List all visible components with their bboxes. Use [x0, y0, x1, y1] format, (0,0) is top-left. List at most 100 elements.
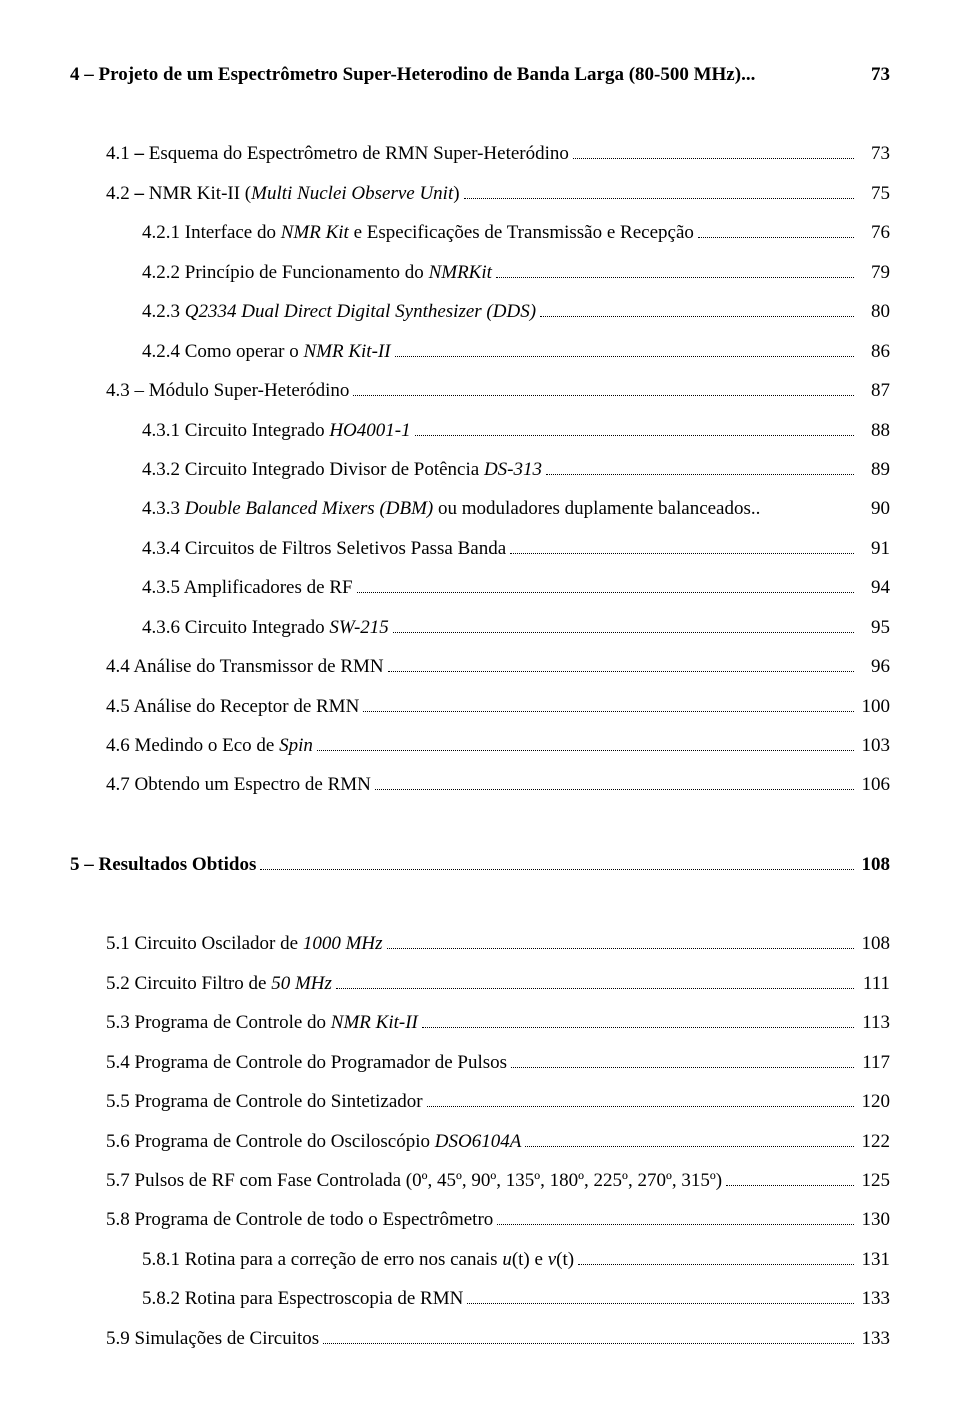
- toc-text-part: 4.3.5 Amplificadores de RF: [142, 577, 353, 598]
- toc-label: 4.3.6 Circuito Integrado SW-215: [142, 613, 389, 642]
- toc-page-number: 89: [858, 455, 890, 484]
- toc-label: 4.2.4 Como operar o NMR Kit-II: [142, 337, 391, 366]
- toc-page-number: 120: [858, 1087, 890, 1116]
- toc-text-part: e Especificações de Transmissão e Recepç…: [349, 222, 694, 243]
- toc-label: 5.8.2 Rotina para Espectroscopia de RMN: [142, 1284, 463, 1313]
- toc-text-part: 4.3 – Módulo Super-Heteródino: [106, 380, 349, 401]
- toc-page-number: 133: [858, 1284, 890, 1313]
- toc-text-part: –: [135, 183, 145, 204]
- toc-page-number: 79: [858, 258, 890, 287]
- toc-label: 4.5 Análise do Receptor de RMN: [106, 692, 359, 721]
- toc-dots: [427, 1089, 854, 1107]
- toc-entry: 4.3.5 Amplificadores de RF 94: [70, 573, 890, 602]
- toc-label: 4.3.5 Amplificadores de RF: [142, 573, 353, 602]
- toc-text-part: 5.3 Programa de Controle do: [106, 1012, 331, 1033]
- toc-dots: [357, 575, 854, 593]
- toc-text-part: NMRKit: [429, 262, 492, 283]
- toc-dots: [540, 299, 854, 317]
- toc-text-part: (t) e: [512, 1249, 548, 1270]
- toc-dots: [525, 1128, 854, 1146]
- toc-page-number: 87: [858, 376, 890, 405]
- toc-page-number: 133: [858, 1324, 890, 1353]
- toc-page-number: 73: [858, 139, 890, 168]
- toc-entry: 4.3.6 Circuito Integrado SW-21595: [70, 613, 890, 642]
- toc-text-part: 5.1 Circuito Oscilador de: [106, 933, 303, 954]
- toc-text-part: 5.8 Programa de Controle de todo o Espec…: [106, 1209, 493, 1230]
- toc-page-number: 76: [858, 218, 890, 247]
- toc-text-part: NMR Kit-II (: [144, 183, 251, 204]
- toc-text-part: 4.4 Análise do Transmissor de RMN: [106, 656, 384, 677]
- toc-dots: [511, 1050, 854, 1068]
- toc-entry: 5.2 Circuito Filtro de 50 MHz111: [70, 969, 890, 998]
- toc-text-part: u: [502, 1249, 512, 1270]
- toc-text-part: 5 – Resultados Obtidos: [70, 854, 256, 875]
- toc-text-part: 4.5 Análise do Receptor de RMN: [106, 696, 359, 717]
- toc-label: 4.2.2 Princípio de Funcionamento do NMRK…: [142, 258, 492, 287]
- toc-dots: [317, 733, 854, 751]
- toc-page-number: 73: [858, 60, 890, 89]
- toc-entry: 4.5 Análise do Receptor de RMN100: [70, 692, 890, 721]
- toc-entry: 4.2.3 Q2334 Dual Direct Digital Synthesi…: [70, 297, 890, 326]
- toc-text-part: 4.3.3: [142, 498, 185, 519]
- toc-text-part: Q2334 Dual Direct Digital Synthesizer (D…: [185, 301, 536, 322]
- toc-text-part: –: [135, 143, 145, 164]
- toc-page-number: 125: [858, 1166, 890, 1195]
- toc-label: 5.4 Programa de Controle do Programador …: [106, 1048, 507, 1077]
- toc-page-number: 94: [858, 573, 890, 602]
- toc-entry: 5.4 Programa de Controle do Programador …: [70, 1048, 890, 1077]
- toc-text-part: 50 MHz: [271, 973, 332, 994]
- toc-page-number: 117: [858, 1048, 890, 1077]
- toc-dots: [726, 1168, 854, 1186]
- toc-entry: 4.2.2 Princípio de Funcionamento do NMRK…: [70, 258, 890, 287]
- toc-label: 4.3.4 Circuitos de Filtros Seletivos Pas…: [142, 534, 506, 563]
- toc-dots: [393, 615, 854, 633]
- toc-page-number: 75: [858, 179, 890, 208]
- toc-dots: [546, 457, 854, 475]
- toc-dots: [395, 339, 854, 357]
- toc-page-number: 91: [858, 534, 890, 563]
- toc-entry: 5.8.2 Rotina para Espectroscopia de RMN 1…: [70, 1284, 890, 1313]
- toc-entry: 5.3 Programa de Controle do NMR Kit-II11…: [70, 1008, 890, 1037]
- toc-text-part: Spin: [279, 735, 313, 756]
- toc-text-part: Multi Nuclei Observe Unit: [251, 183, 453, 204]
- toc-text-part: 5.7 Pulsos de RF com Fase Controlada (0º…: [106, 1170, 722, 1191]
- toc-page: 4 – Projeto de um Espectrômetro Super-He…: [0, 0, 960, 1413]
- spacer: [70, 889, 890, 919]
- toc-text-part: NMR Kit-II: [303, 341, 390, 362]
- toc-entry: 5.8 Programa de Controle de todo o Espec…: [70, 1205, 890, 1234]
- toc-dots: [698, 220, 854, 238]
- toc-entry: 4.2 – NMR Kit-II (Multi Nuclei Observe U…: [70, 179, 890, 208]
- toc-dots: [573, 141, 854, 159]
- toc-page-number: 131: [858, 1245, 890, 1274]
- toc-text-part: 5.4 Programa de Controle do Programador …: [106, 1052, 507, 1073]
- toc-label: 4.2 – NMR Kit-II (Multi Nuclei Observe U…: [106, 179, 460, 208]
- toc-entry: 5 – Resultados Obtidos108: [70, 850, 890, 879]
- toc-text-part: 4.2.2 Princípio de Funcionamento do: [142, 262, 429, 283]
- toc-dots: [422, 1010, 854, 1028]
- toc-entry: 4.3.3 Double Balanced Mixers (DBM) ou mo…: [70, 494, 890, 523]
- toc-dots: [375, 772, 854, 790]
- toc-entry: 5.1 Circuito Oscilador de 1000 MHz108: [70, 929, 890, 958]
- toc-entry: 5.8.1 Rotina para a correção de erro nos…: [70, 1245, 890, 1274]
- toc-page-number: 88: [858, 416, 890, 445]
- toc-dots: [415, 417, 854, 435]
- toc-entry: 4.3.1 Circuito Integrado HO4001-188: [70, 416, 890, 445]
- toc-dots: [496, 260, 854, 278]
- toc-label: 4.2.1 Interface do NMR Kit e Especificaç…: [142, 218, 694, 247]
- toc-page-number: 90: [858, 494, 890, 523]
- toc-entry: 4.4 Análise do Transmissor de RMN96: [70, 652, 890, 681]
- toc-text-part: DS-313: [484, 459, 542, 480]
- toc-entry: 5.7 Pulsos de RF com Fase Controlada (0º…: [70, 1166, 890, 1195]
- toc-entry: 5.5 Programa de Controle do Sintetizador…: [70, 1087, 890, 1116]
- toc-dots: [353, 378, 854, 396]
- toc-entry: 5.9 Simulações de Circuitos133: [70, 1324, 890, 1353]
- toc-label: 4.7 Obtendo um Espectro de RMN: [106, 770, 371, 799]
- toc-entry: 4.3 – Módulo Super-Heteródino 87: [70, 376, 890, 405]
- toc-text-part: NMR Kit-II: [331, 1012, 418, 1033]
- toc-text-part: 4.2.4 Como operar o: [142, 341, 303, 362]
- toc-dots: [497, 1207, 854, 1225]
- toc-text-part: 4.2.1 Interface do: [142, 222, 281, 243]
- spacer: [70, 99, 890, 129]
- toc-entry: 4.7 Obtendo um Espectro de RMN106: [70, 770, 890, 799]
- toc-text-part: 4.1: [106, 143, 135, 164]
